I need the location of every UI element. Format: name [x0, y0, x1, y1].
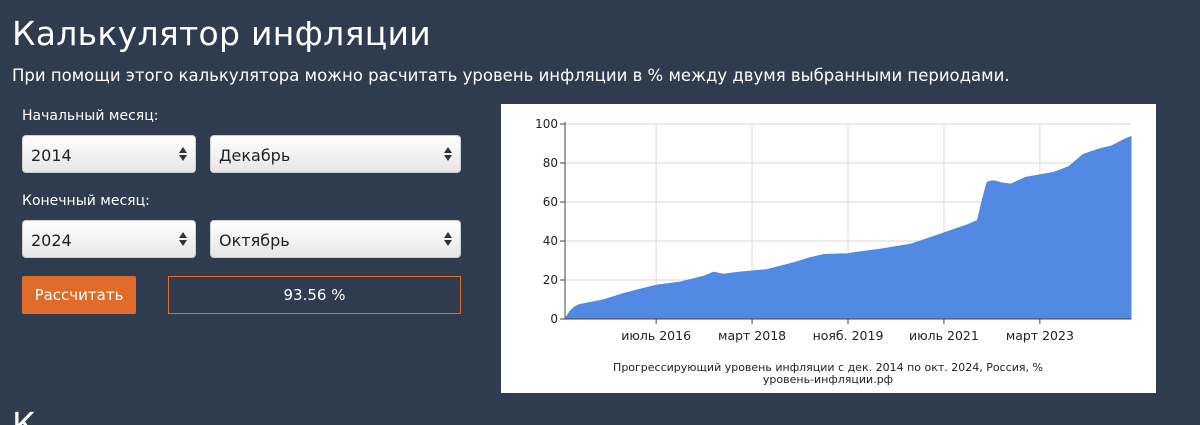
start-month-select[interactable]: Декабрь — [210, 135, 461, 173]
chart-title: Прогрессирующий уровень инфляции с дек. … — [613, 361, 1043, 374]
y-tick-label: 60 — [543, 195, 558, 209]
calculate-button[interactable]: Рассчитать — [22, 276, 136, 314]
end-month-select[interactable]: Октябрь — [210, 220, 461, 258]
start-year-select[interactable]: 2014 — [22, 135, 196, 173]
x-tick-label: июль 2016 — [621, 328, 691, 343]
x-tick-label: июль 2021 — [909, 328, 979, 343]
y-tick-label: 20 — [543, 273, 558, 287]
start-month-label: Начальный месяц: — [22, 108, 159, 124]
y-tick-label: 100 — [535, 117, 558, 131]
chart-source: уровень-инфляции.рф — [763, 373, 893, 386]
select-arrows-icon — [444, 147, 452, 161]
start-month-value: Декабрь — [219, 146, 291, 165]
end-month-value: Октябрь — [219, 231, 290, 250]
inflation-chart: 0 20 40 60 80 100 июль 2016 март 2018 нояб. 2019… — [501, 104, 1156, 393]
select-arrows-icon — [179, 147, 187, 161]
page-title: Калькулятор инфляции — [12, 14, 431, 53]
select-arrows-icon — [179, 232, 187, 246]
page-subtitle: При помощи этого калькулятора можно расч… — [12, 66, 1010, 85]
x-tick-label: март 2023 — [1006, 328, 1074, 343]
end-year-value: 2024 — [31, 231, 72, 250]
x-tick-label: март 2018 — [718, 328, 786, 343]
end-year-select[interactable]: 2024 — [22, 220, 196, 258]
y-tick-label: 0 — [550, 312, 558, 326]
y-tick-label: 80 — [543, 156, 558, 170]
x-tick-label: нояб. 2019 — [813, 328, 884, 343]
y-tick-label: 40 — [543, 234, 558, 248]
select-arrows-icon — [444, 232, 452, 246]
start-year-value: 2014 — [31, 146, 72, 165]
inflation-area-series — [564, 135, 1132, 320]
inflation-chart-svg: 0 20 40 60 80 100 июль 2016 март 2018 нояб. 2019… — [535, 117, 1132, 386]
result-output: 93.56 % — [168, 276, 461, 314]
end-month-label: Конечный месяц: — [22, 193, 150, 209]
next-section-heading: К — [12, 405, 36, 425]
